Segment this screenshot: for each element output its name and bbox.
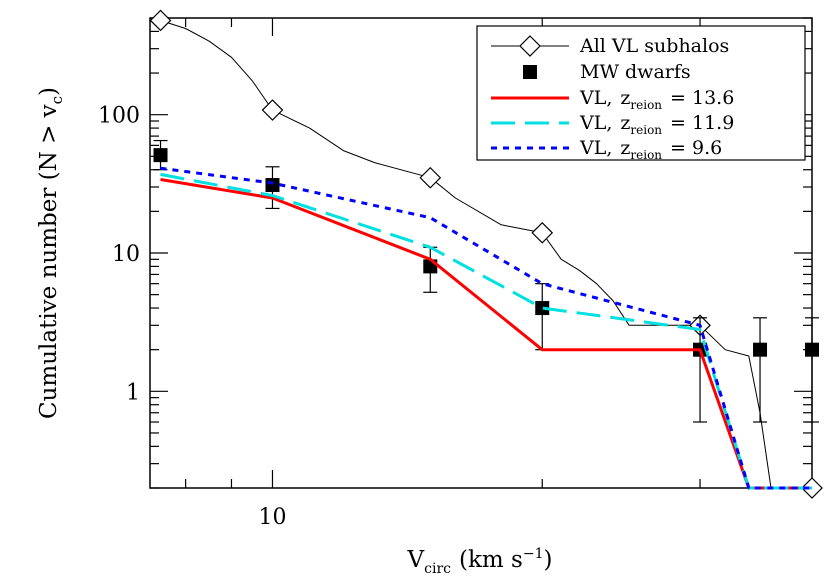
legend-item-z119: VL, zreion = 11.9 <box>491 112 734 137</box>
legend-label-z119: VL, zreion = 11.9 <box>579 112 734 137</box>
x-axis-title-end: ) <box>543 547 552 573</box>
y-tick-label: 1 <box>126 380 140 405</box>
diamond-marker-all <box>531 221 554 244</box>
y-tick-label: 10 <box>112 242 140 267</box>
diamond-marker-all <box>261 99 284 121</box>
y-axis-title-sub: c <box>48 96 66 104</box>
y-axis-title-end: ) <box>36 87 62 96</box>
y-axis-title-main: Cumulative number (N > v <box>36 104 62 419</box>
legend-label-z136-sub: reion <box>630 98 662 112</box>
x-axis-title-sup: −1 <box>523 546 544 562</box>
legend-label-z96: VL, zreion = 9.6 <box>579 137 722 162</box>
diamond-marker-all <box>419 166 442 189</box>
square-marker-mw <box>265 178 280 193</box>
axis-ticks: 1 10 100 10 <box>98 17 813 530</box>
square-marker-mw <box>753 342 768 357</box>
legend: All VL subhalos MW dwarfs VL, zreion = 13.… <box>476 25 806 162</box>
x-axis-title: Vcirc (km s−1) <box>407 546 553 577</box>
diamond-marker-all <box>149 9 172 32</box>
legend-label-z136-rest: = 13.6 <box>670 87 734 109</box>
y-axis-title: Cumulative number (N > vc) <box>36 87 66 419</box>
series-layer <box>149 9 823 499</box>
legend-item-all: All VL subhalos <box>491 35 729 57</box>
x-axis-title-main: V <box>407 547 425 573</box>
legend-item-z136: VL, zreion = 13.6 <box>491 87 734 112</box>
legend-label-z96-main: VL, <box>579 137 612 159</box>
legend-label-z136: VL, zreion = 13.6 <box>579 87 734 112</box>
square-marker-mw <box>535 301 550 316</box>
legend-label-z96-sub: reion <box>630 148 662 162</box>
legend-label-z119-main: VL, <box>579 112 612 134</box>
legend-diamond-icon <box>519 35 541 57</box>
square-marker-mw <box>153 148 168 163</box>
x-tick-label: 10 <box>258 505 286 530</box>
legend-label-z119-rest: = 11.9 <box>670 112 734 134</box>
square-marker-mw <box>805 342 819 357</box>
legend-label-z136-main: VL, <box>579 87 612 109</box>
legend-item-mw: MW dwarfs <box>523 61 691 83</box>
legend-label-all: All VL subhalos <box>579 35 729 57</box>
legend-square-icon <box>523 65 537 79</box>
x-axis-title-rest: (km s <box>459 547 523 573</box>
y-tick-label: 100 <box>98 104 140 129</box>
legend-label-z96-rest: = 9.6 <box>670 137 722 159</box>
legend-label-mw: MW dwarfs <box>580 61 691 83</box>
series-line-z96 <box>160 166 812 490</box>
x-axis-title-sub: circ <box>424 561 451 577</box>
legend-item-z96: VL, zreion = 9.6 <box>491 137 722 162</box>
legend-label-z119-sub: reion <box>630 123 662 137</box>
